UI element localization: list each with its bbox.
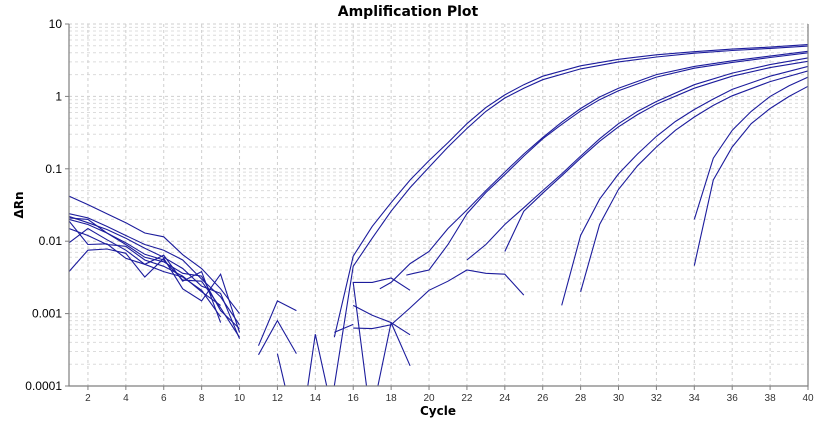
amplification-curve-curve-35b	[693, 85, 808, 266]
amplification-curve-curve-19b	[406, 52, 808, 276]
amplification-curve-noise-i	[353, 269, 525, 330]
x-tick-label: 8	[199, 393, 205, 404]
amplification-curve-noise-d	[307, 334, 328, 386]
x-tick-label: 36	[727, 393, 739, 404]
x-tick-label: 28	[575, 393, 587, 404]
x-tick-label: 2	[85, 393, 91, 404]
amplification-curve-baseline-8	[69, 220, 222, 318]
amplification-curve-noise-e	[352, 277, 411, 386]
y-tick-label: 10	[49, 17, 63, 31]
grid	[69, 23, 809, 387]
x-tick-label: 24	[499, 393, 511, 404]
x-axis-label: Cycle	[420, 404, 456, 418]
x-tick-label: 4	[123, 393, 129, 404]
x-tick-label: 38	[765, 393, 777, 404]
axis-frame	[68, 24, 809, 387]
amplification-curve-curve-28b	[580, 70, 808, 292]
chart-title: Amplification Plot	[338, 4, 479, 20]
amplification-curve-curve-19a	[379, 50, 808, 290]
x-tick-label: 40	[802, 393, 814, 404]
amplification-curve-noise-h	[352, 304, 411, 367]
x-tick-label: 34	[689, 393, 701, 404]
amplification-curve-baseline-1	[69, 195, 240, 314]
x-tick-label: 6	[161, 393, 167, 404]
y-tick-label: 0.01	[39, 234, 63, 248]
x-tick-label: 16	[348, 393, 360, 404]
amplification-curve-noise-b	[258, 319, 297, 356]
amplification-curve-curve-35a	[693, 76, 808, 220]
y-tick-label: 0.001	[32, 307, 62, 321]
y-tick-label: 1	[55, 89, 62, 103]
amplification-curve-baseline-5	[69, 227, 221, 306]
x-tick-label: 12	[272, 393, 284, 404]
amplification-curve-baseline-9	[69, 218, 240, 338]
x-tick-label: 20	[423, 393, 435, 404]
amplification-curve-curve-16b	[333, 45, 808, 386]
amplification-curve-noise-a	[257, 300, 297, 346]
amplification-curve-curve-23b	[504, 60, 808, 252]
x-axis-ticks: 2 4 6 8 10 12 14 16 18 20 22 24 26 28 30 32 34 36 38 40	[85, 386, 814, 404]
amplification-curve-curve-28a	[561, 65, 808, 306]
y-tick-label: 0.1	[45, 162, 62, 176]
x-tick-label: 30	[613, 393, 625, 404]
x-tick-label: 10	[234, 393, 246, 404]
y-tick-label: 0.0001	[25, 379, 62, 393]
x-tick-label: 18	[386, 393, 398, 404]
amplification-curve-noise-c	[276, 353, 286, 386]
y-axis-ticks: 0.0001 0.001 0.01 0.1 1 10	[25, 17, 69, 393]
series-group	[69, 44, 808, 386]
y-axis-label: ΔRn	[12, 191, 26, 218]
x-tick-label: 32	[651, 393, 663, 404]
amplification-curve-curve-23a	[466, 57, 808, 261]
x-tick-label: 26	[537, 393, 549, 404]
amplification-curve-curve-16a	[333, 44, 808, 338]
x-tick-label: 14	[310, 393, 322, 404]
x-tick-label: 22	[461, 393, 473, 404]
